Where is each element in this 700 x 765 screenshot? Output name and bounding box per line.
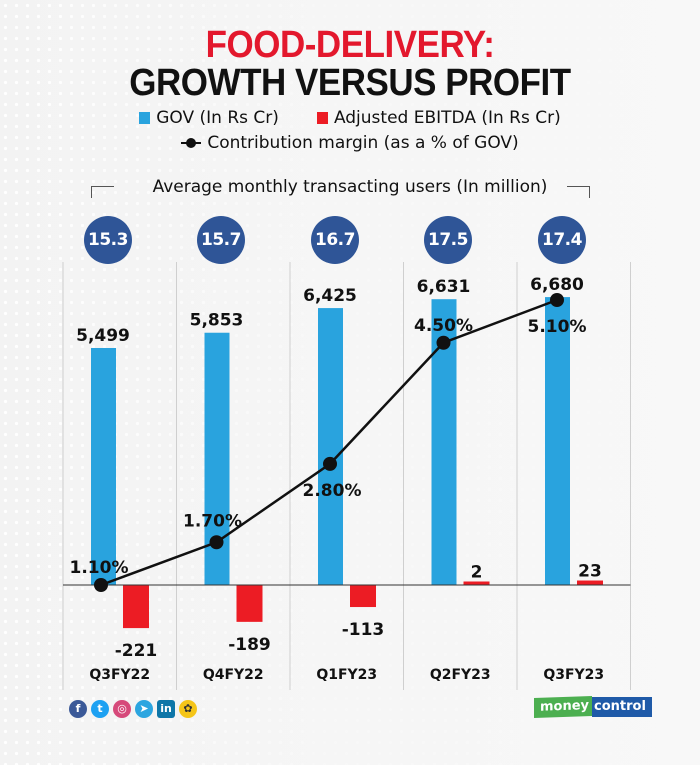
koo-icon[interactable]: ✿ <box>179 700 197 718</box>
users-bracket-left <box>91 186 114 198</box>
ebitda-value-label: -221 <box>115 641 158 661</box>
category-label: Q4FY22 <box>203 667 264 683</box>
users-badge: 17.4 <box>538 216 586 264</box>
logo-left: money <box>534 695 593 719</box>
gov-value-label: 5,853 <box>190 311 244 331</box>
legend-label-ebitda: Adjusted EBITDA (In Rs Cr) <box>333 108 561 128</box>
margin-point <box>323 456 337 471</box>
margin-value-label: 1.70% <box>183 511 242 531</box>
legend-line-marker-icon <box>181 138 202 148</box>
gov-value-label: 6,631 <box>417 277 471 297</box>
instagram-icon[interactable]: ◎ <box>113 700 131 718</box>
gov-value-label: 6,680 <box>530 275 584 295</box>
twitter-icon[interactable]: t <box>91 700 109 718</box>
margin-value-label: 2.80% <box>303 481 362 501</box>
margin-value-label: 5.10% <box>528 317 587 337</box>
users-title: Average monthly transacting users (In mi… <box>152 177 548 197</box>
category-label: Q2FY23 <box>430 667 491 683</box>
users-badge: 15.3 <box>84 216 132 264</box>
gov-bar <box>545 297 570 585</box>
ebitda-bar <box>350 585 376 608</box>
margin-value-label: 4.50% <box>414 316 473 336</box>
margin-point <box>436 335 451 350</box>
facebook-icon[interactable]: f <box>69 700 87 718</box>
users-bracket-right <box>567 186 590 198</box>
telegram-icon[interactable]: ➤ <box>135 700 153 718</box>
title-line-2: GROWTH VERSUS PROFIT <box>129 62 571 104</box>
margin-point <box>209 535 224 550</box>
category-label: Q3FY23 <box>543 667 604 683</box>
users-badge: 16.7 <box>311 216 359 264</box>
ebitda-value-label: 23 <box>578 562 602 582</box>
users-badge: 15.7 <box>197 216 245 264</box>
category-label: Q1FY23 <box>316 667 377 683</box>
legend-row-1: GOV (In Rs Cr) Adjusted EBITDA (In Rs Cr) <box>0 108 700 128</box>
legend-swatch-ebitda <box>316 112 328 124</box>
category-label: Q3FY22 <box>89 667 150 683</box>
legend-label-margin: Contribution margin (as a % of GOV) <box>207 133 519 153</box>
ebitda-bar <box>123 585 149 629</box>
moneycontrol-logo: money control <box>534 695 652 719</box>
linkedin-icon[interactable]: in <box>157 700 175 718</box>
gov-bar <box>91 347 116 585</box>
legend-swatch-gov <box>139 112 151 124</box>
ebitda-bar <box>236 585 263 622</box>
ebitda-bar <box>463 581 490 585</box>
legend-label-gov: GOV (In Rs Cr) <box>156 108 279 128</box>
ebitda-value-label: 2 <box>471 563 483 583</box>
gov-value-label: 6,425 <box>303 286 357 306</box>
title-line-1: FOOD-DELIVERY: <box>205 24 495 66</box>
ebitda-value-label: -189 <box>228 635 271 655</box>
social-icons: f t ◎ ➤ in ✿ <box>69 700 197 718</box>
ebitda-bar <box>577 580 603 585</box>
gov-bar <box>318 308 343 585</box>
users-badge: 17.5 <box>424 216 472 264</box>
logo-right: control <box>592 697 652 717</box>
gov-value-label: 5,499 <box>76 326 130 346</box>
legend-row-2: Contribution margin (as a % of GOV) <box>0 133 700 153</box>
margin-point <box>94 578 108 592</box>
margin-point <box>550 293 564 307</box>
ebitda-value-label: -113 <box>342 620 385 640</box>
margin-value-label: 1.10% <box>70 558 129 578</box>
